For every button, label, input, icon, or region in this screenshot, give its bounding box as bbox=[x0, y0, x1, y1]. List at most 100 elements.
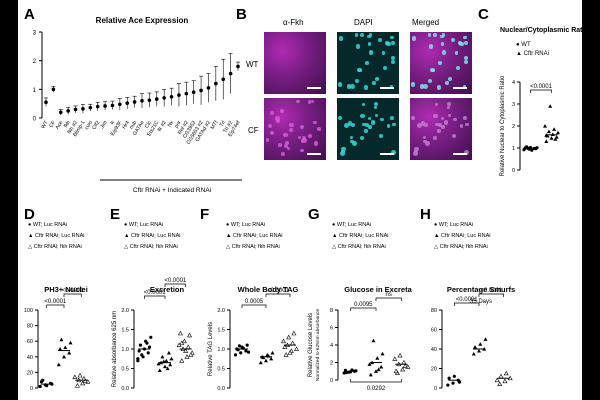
data-point bbox=[63, 345, 68, 350]
y-tick-label: 4 bbox=[330, 343, 333, 349]
data-point bbox=[169, 356, 174, 361]
y-tick-label: 2 bbox=[330, 361, 333, 367]
row-label-cf: CF bbox=[248, 126, 259, 135]
data-point bbox=[280, 338, 287, 344]
y-tick-label: 0.0 bbox=[217, 386, 225, 392]
panel-letter-h: H bbox=[420, 206, 431, 223]
data-point bbox=[163, 364, 167, 369]
legend-entry: ▲ Cftr RNAi; Luc RNAi bbox=[28, 233, 84, 239]
data-point bbox=[51, 87, 56, 92]
data-point bbox=[483, 337, 488, 341]
data-point bbox=[233, 353, 238, 357]
data-point bbox=[457, 380, 462, 384]
data-point bbox=[546, 129, 551, 134]
data-point bbox=[392, 356, 398, 361]
y-tick-label: 0.0 bbox=[121, 386, 129, 392]
data-point bbox=[138, 343, 143, 347]
data-point bbox=[400, 366, 406, 372]
legend-entry: ▲ Cftr RNAi; Luc RNAi bbox=[332, 233, 388, 239]
data-point bbox=[451, 381, 455, 385]
col-label-fkh: α-Fkh bbox=[283, 18, 304, 27]
data-point bbox=[497, 381, 503, 386]
data-point bbox=[371, 338, 376, 343]
x-tick-label: Nx bbox=[167, 120, 176, 129]
panel-letter-c: C bbox=[478, 6, 489, 23]
chart-subtitle: 35 Days bbox=[470, 299, 492, 305]
y-tick-label: 1 bbox=[512, 146, 515, 152]
image-wt-fkh bbox=[264, 32, 326, 94]
data-point bbox=[246, 350, 251, 354]
data-point bbox=[199, 88, 203, 93]
row-label-wt: WT bbox=[246, 60, 259, 69]
data-point bbox=[67, 350, 72, 355]
data-point bbox=[556, 130, 560, 135]
y-tick-label: 0 bbox=[33, 117, 37, 123]
data-point bbox=[157, 368, 162, 373]
data-point bbox=[147, 98, 152, 103]
chart-title: Excretion bbox=[150, 285, 185, 294]
chart-title: PH3+ Nuclei bbox=[44, 285, 88, 294]
data-point bbox=[367, 362, 372, 366]
image-cf-fkh bbox=[264, 98, 326, 160]
image-cf-dapi bbox=[337, 98, 399, 160]
x-tick-label: fkh bbox=[63, 120, 72, 129]
data-point bbox=[177, 330, 183, 336]
data-point bbox=[147, 345, 152, 349]
data-point bbox=[237, 344, 241, 348]
data-point bbox=[184, 91, 189, 96]
x-tick-label: Hr4 bbox=[121, 120, 131, 130]
panel-g-chart: ● WT; Luc RNAi ▲ Cftr RNAi; Luc RNAi △ Cft… bbox=[308, 222, 413, 392]
y-tick-label: 1.5 bbox=[217, 328, 225, 334]
data-point bbox=[62, 354, 66, 359]
panel-letter-e: E bbox=[110, 206, 121, 223]
x-tick-label: Jim bbox=[99, 120, 108, 130]
p-value-label: <0.0001 bbox=[480, 288, 503, 294]
legend-entry: △ Cftr RNAi; fkh RNAi bbox=[28, 244, 82, 250]
legend-entry: ● WT bbox=[516, 42, 531, 48]
p-value-label: <0.0001 bbox=[164, 278, 187, 284]
legend-entry: ● WT; Luc RNAi bbox=[434, 222, 473, 228]
y-tick-label: 3 bbox=[33, 31, 37, 37]
significance-bracket bbox=[63, 293, 82, 297]
data-point bbox=[191, 90, 196, 94]
data-point bbox=[73, 107, 78, 112]
data-point bbox=[184, 354, 190, 359]
p-value-label: 0.0292 bbox=[367, 386, 386, 392]
legend-entry: ● WT; Luc RNAi bbox=[332, 222, 371, 228]
y-tick-label: 0 bbox=[330, 378, 333, 384]
data-point bbox=[149, 335, 153, 339]
significance-bracket bbox=[241, 304, 267, 308]
data-point bbox=[290, 340, 296, 346]
data-point bbox=[58, 110, 63, 115]
y-tick-label: 1 bbox=[33, 88, 37, 94]
data-point bbox=[110, 103, 115, 108]
chart-title: Relative Ace Expression bbox=[96, 16, 189, 25]
data-point bbox=[544, 139, 549, 143]
data-point bbox=[132, 100, 137, 104]
significance-bracket bbox=[143, 295, 166, 299]
data-point bbox=[58, 347, 63, 351]
data-point bbox=[380, 351, 385, 356]
data-point bbox=[145, 341, 149, 345]
data-point bbox=[82, 378, 88, 383]
p-value-label: <0.0001 bbox=[62, 288, 85, 294]
data-point bbox=[162, 96, 166, 100]
y-axis-label: Relative Nuclear to Cytoplasmic Ratio bbox=[500, 75, 506, 176]
data-point bbox=[41, 378, 45, 382]
data-point bbox=[550, 132, 555, 136]
data-point bbox=[185, 344, 191, 349]
p-value-label: 0.0005 bbox=[245, 299, 264, 305]
data-point bbox=[283, 352, 289, 357]
significance-bracket bbox=[350, 307, 377, 311]
data-point bbox=[530, 148, 534, 152]
data-point bbox=[393, 368, 399, 374]
data-point bbox=[498, 373, 504, 379]
data-point bbox=[214, 81, 218, 86]
data-point bbox=[447, 376, 451, 380]
y-tick-label: 1.0 bbox=[121, 347, 129, 353]
legend-entry: ▲ Cftr RNAi bbox=[516, 51, 549, 57]
y-axis-label: Relative Glucose Levels bbox=[308, 313, 314, 377]
data-point bbox=[103, 104, 107, 108]
data-point bbox=[140, 99, 144, 103]
significance-bracket bbox=[375, 297, 402, 301]
